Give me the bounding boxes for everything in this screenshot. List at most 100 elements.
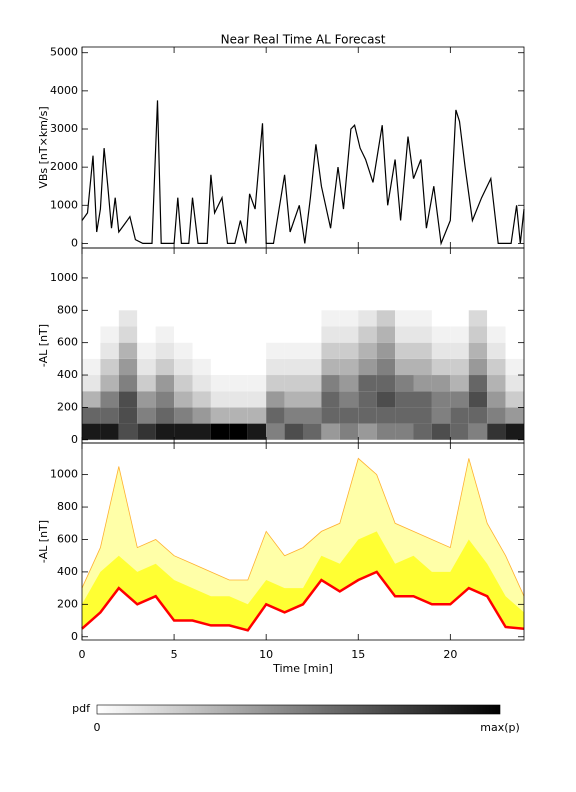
median-line: [81, 570, 525, 632]
heat-cell: [358, 358, 377, 376]
heat-cell: [100, 375, 119, 392]
heat-cell: [303, 326, 322, 343]
heat-cell: [192, 391, 211, 408]
heat-cell: [192, 407, 211, 424]
heat-cell: [174, 375, 193, 392]
heat-cell: [118, 407, 138, 424]
heat-cell: [395, 358, 414, 376]
heat-cell: [321, 326, 340, 343]
heat-cell: [505, 423, 524, 440]
heat-cell: [266, 375, 285, 392]
plot-frame: [81, 442, 525, 641]
heat-cell: [82, 326, 101, 343]
heat-cell: [100, 391, 119, 408]
heat-cell: [155, 358, 175, 376]
heat-cell: [468, 310, 488, 327]
y-tick-label: 0: [71, 433, 78, 446]
heat-cell: [450, 342, 469, 359]
heat-cell: [266, 423, 285, 440]
y-tick-label: 1000: [50, 468, 78, 481]
heat-cell: [137, 326, 156, 343]
colorbar-label: pdf: [72, 702, 91, 715]
heat-cell: [137, 358, 156, 376]
heat-cell: [505, 358, 524, 376]
heat-cell: [82, 407, 101, 424]
heat-cell: [431, 310, 451, 327]
heat-cell: [321, 391, 340, 408]
heat-cell: [358, 407, 377, 424]
heat-cell: [505, 326, 524, 343]
y-tick-label: 600: [57, 336, 78, 349]
heat-cell: [358, 375, 377, 392]
heat-cell: [82, 310, 101, 327]
heat-cell: [266, 391, 285, 408]
heat-cell: [303, 310, 322, 327]
heat-cell: [487, 407, 506, 424]
heat-cell: [247, 423, 267, 440]
heat-cell: [431, 407, 451, 424]
heat-cell: [468, 326, 488, 343]
heat-cell: [339, 326, 359, 343]
y-tick-label: 1000: [50, 271, 78, 284]
heat-cell: [339, 423, 359, 440]
heat-cell: [284, 342, 303, 359]
heat-cell: [413, 391, 432, 408]
heat-cell: [358, 342, 377, 359]
heat-cell: [376, 326, 396, 343]
heat-cell: [192, 342, 211, 359]
heat-cell: [192, 358, 211, 376]
heat-cell: [303, 375, 322, 392]
heat-cell: [247, 326, 267, 343]
heat-cell: [339, 310, 359, 327]
heat-cell: [100, 423, 119, 440]
heat-cell: [450, 391, 469, 408]
heat-cell: [376, 423, 396, 440]
heat-cell: [118, 391, 138, 408]
heat-cell: [100, 310, 119, 327]
heat-cell: [210, 391, 230, 408]
heat-cell: [450, 423, 469, 440]
heat-cell: [487, 326, 506, 343]
heat-cell: [284, 375, 303, 392]
heat-cell: [192, 375, 211, 392]
heat-cell: [210, 423, 230, 440]
x-tick-label: 10: [259, 648, 273, 661]
heat-cell: [137, 423, 156, 440]
heat-cell: [155, 375, 175, 392]
heat-cell: [505, 375, 524, 392]
heat-cell: [431, 375, 451, 392]
heat-cell: [413, 375, 432, 392]
y-tick-label: 1000: [50, 198, 78, 211]
heat-cell: [155, 326, 175, 343]
heat-cell: [118, 375, 138, 392]
heat-cell: [137, 407, 156, 424]
heat-cell: [192, 310, 211, 327]
heat-cell: [303, 423, 322, 440]
heat-cell: [118, 342, 138, 359]
heat-cell: [82, 342, 101, 359]
x-tick-label: 20: [443, 648, 457, 661]
heat-cell: [266, 358, 285, 376]
heat-cell: [339, 391, 359, 408]
heat-cell: [118, 423, 138, 440]
heat-cell: [118, 326, 138, 343]
heat-cell: [284, 310, 303, 327]
band-fill: [82, 531, 524, 631]
heat-cell: [284, 391, 303, 408]
y-tick-label: 400: [57, 368, 78, 381]
heat-cell: [229, 423, 248, 440]
heat-cell: [395, 342, 414, 359]
y-axis-label: -AL [nT]: [37, 520, 50, 563]
heat-cell: [431, 342, 451, 359]
y-tick-label: 4000: [50, 84, 78, 97]
heat-cell: [229, 358, 248, 376]
heat-cell: [247, 358, 267, 376]
heat-cell: [339, 407, 359, 424]
chart-title: Near Real Time AL Forecast: [221, 33, 386, 47]
colorbar-max: max(p): [480, 721, 520, 734]
heat-cell: [376, 310, 396, 327]
heat-cell: [137, 310, 156, 327]
heat-cell: [210, 326, 230, 343]
heat-cell: [82, 391, 101, 408]
